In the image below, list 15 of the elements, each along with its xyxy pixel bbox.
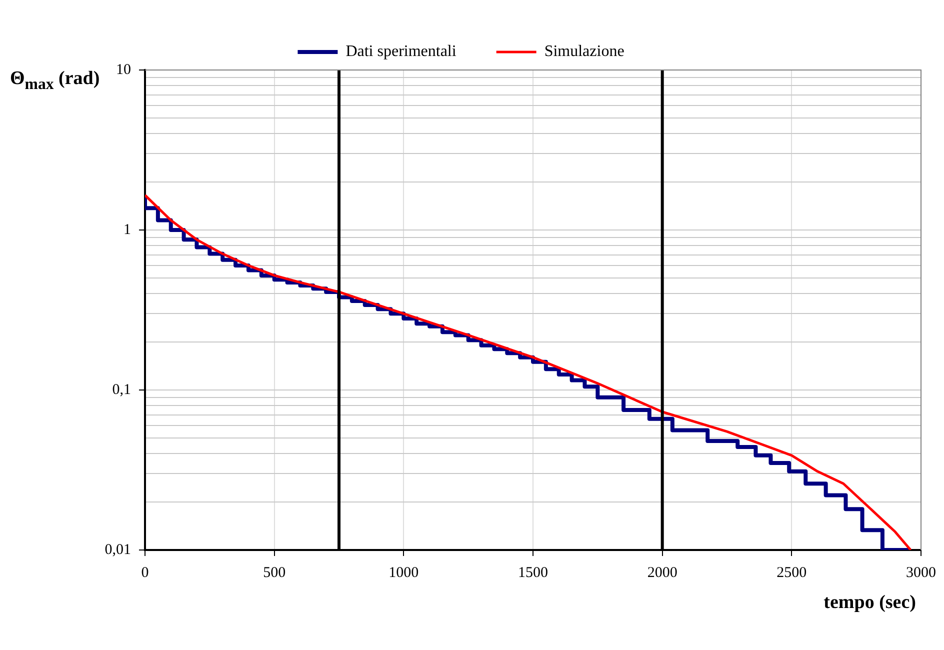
x-tick-label: 1500 <box>518 564 548 581</box>
x-axis-title: tempo (sec) <box>824 592 916 614</box>
y-tick-label: 10 <box>116 62 131 78</box>
x-tick-label: 0 <box>141 564 149 581</box>
x-tick-label: 1000 <box>388 564 419 581</box>
y-tick-label: 1 <box>124 222 131 238</box>
x-tick-label: 500 <box>263 564 286 581</box>
x-tick-label: 2000 <box>647 564 678 581</box>
y-tick-label: 0,1 <box>112 382 131 398</box>
legend-label: Dati sperimentali <box>346 43 457 60</box>
legend-label: Simulazione <box>544 43 624 60</box>
y-axis-title: Θ$_{max}$ (rad) <box>10 68 100 94</box>
x-tick-label: 3000 <box>906 564 936 581</box>
x-tick-label: 2500 <box>776 564 807 581</box>
y-tick-label: 0,01 <box>104 542 131 558</box>
